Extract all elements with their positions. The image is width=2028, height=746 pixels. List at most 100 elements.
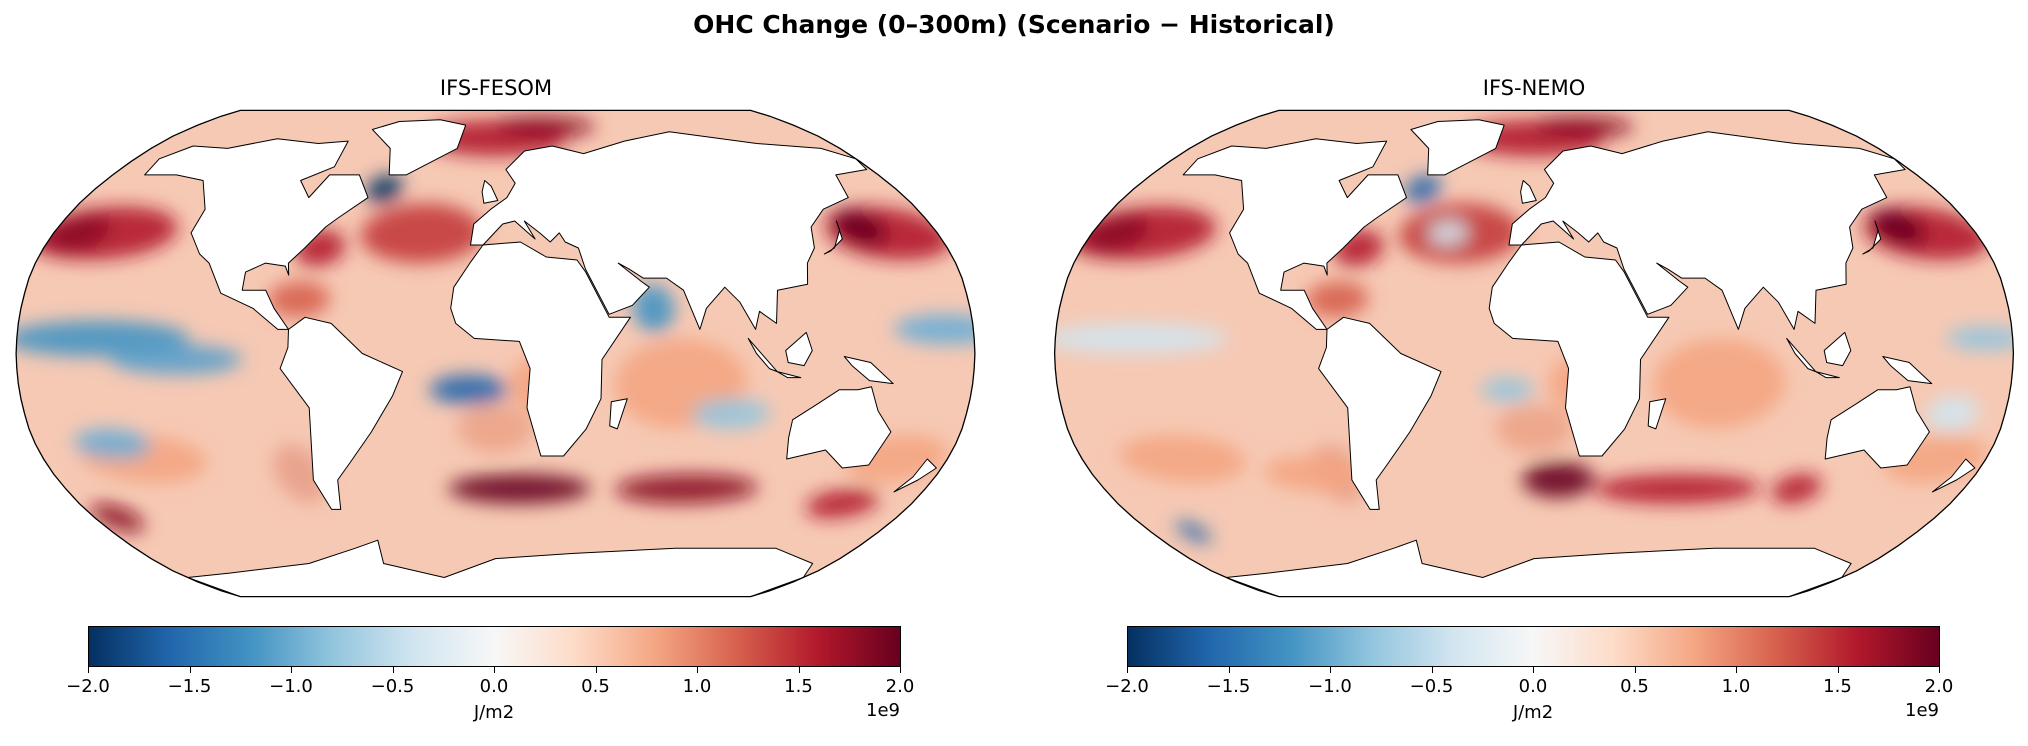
colorbar-offset-text: 1e9 [866, 700, 900, 721]
colorbar-gradient [1127, 626, 1940, 667]
colorbar-label: J/m2 [1512, 702, 1554, 723]
anomaly-region [109, 344, 243, 375]
coastline-nz [893, 458, 937, 493]
coastline-greenland [1410, 119, 1505, 176]
coastline-newguinea [843, 356, 894, 385]
colorbar-tick [1837, 667, 1839, 673]
coastline-antarctica [1225, 539, 1852, 597]
coastline-indonesia_java [1815, 371, 1840, 379]
coastline-japan [1862, 220, 1882, 255]
anomaly-region [805, 489, 879, 519]
coastline-sumatra [1786, 337, 1817, 373]
anomaly-region [456, 404, 535, 453]
anomaly-region [691, 398, 771, 429]
anomaly-region [1534, 116, 1634, 137]
colorbar-tick-label: −0.5 [370, 676, 415, 697]
anomaly-region [447, 474, 591, 504]
coastline-madagascar [609, 398, 628, 430]
anomaly-region [90, 503, 145, 533]
colorbar-tick [88, 667, 89, 673]
map-panel-fesom [15, 109, 976, 598]
coastline-madagascar [1647, 398, 1667, 430]
colorbar-tick-label: −2.0 [1105, 676, 1149, 697]
anomaly-region [1305, 281, 1369, 318]
anomaly-region [1054, 323, 1229, 354]
anomaly-region [1871, 209, 1926, 245]
colorbar-tick [1228, 667, 1230, 673]
anomaly-region [1118, 434, 1246, 483]
map-boundary [1053, 109, 2015, 598]
coastline-borneo [1823, 331, 1852, 367]
colorbar-tick-label: −1.5 [167, 676, 212, 697]
anomaly-region [495, 116, 596, 137]
anomaly-region [73, 428, 151, 459]
colorbar-tick-label: 1.5 [784, 676, 813, 697]
colorbar-tick-label: 2.0 [885, 676, 915, 697]
colorbar-tick [1736, 667, 1737, 673]
colorbar-tick [1533, 667, 1534, 673]
colorbar-tick-label: 0.0 [479, 676, 509, 697]
colorbar-tick [291, 667, 292, 673]
anomaly-region [1085, 215, 1149, 251]
panel-title-nemo: IFS-NEMO [1482, 76, 1586, 100]
anomaly-region [1428, 221, 1468, 245]
colorbar-tick-label: −0.5 [1409, 676, 1454, 697]
colorbar-tick [494, 667, 495, 673]
anomaly-region [614, 474, 759, 504]
colorbar-tick [697, 667, 698, 673]
colorbar-tick [189, 667, 191, 673]
anomaly-region [1946, 326, 2014, 351]
anomaly-region [360, 203, 484, 264]
coastline-newguinea [1882, 356, 1933, 385]
anomaly-region [429, 374, 509, 405]
coastline-samerica [1318, 316, 1442, 510]
anomaly-region [1481, 377, 1534, 402]
colorbar-tick [900, 667, 901, 673]
figure-title: OHC Change (0–300m) (Scenario − Historic… [693, 10, 1335, 39]
coastline-japan [823, 220, 843, 255]
colorbar-tick [1939, 667, 1940, 673]
colorbar-gradient [88, 626, 901, 667]
colorbar-offset-text: 1e9 [1905, 700, 1939, 721]
anomaly-region [46, 215, 111, 251]
panel-title-fesom: IFS-FESOM [439, 76, 553, 100]
anomaly-region [1495, 404, 1573, 453]
coastline-africa [450, 241, 631, 457]
colorbar-tick-label: 1.5 [1823, 676, 1852, 697]
map-panel-nemo [1053, 109, 2015, 598]
colorbar-tick [595, 667, 597, 673]
coastline-sumatra [747, 337, 778, 373]
colorbar-tick-label: 0.5 [581, 676, 610, 697]
coastline-uk [1520, 180, 1537, 204]
anomaly-region [1926, 395, 1979, 432]
colorbar-tick [1330, 667, 1331, 673]
colorbar-tick-label: 0.0 [1518, 676, 1548, 697]
coastline-africa [1488, 241, 1670, 457]
colorbar-tick [1127, 667, 1128, 673]
colorbar-tick [392, 667, 394, 673]
coastline-eurasia [1508, 131, 1906, 330]
anomaly-region [1653, 338, 1786, 429]
anomaly-region [1175, 520, 1212, 543]
map-boundary [15, 109, 976, 598]
anomaly-region [832, 209, 887, 245]
coastline-namerica [1182, 138, 1407, 330]
coastline-australia [1824, 386, 1930, 469]
colorbar-tick-label: 2.0 [1924, 676, 1954, 697]
anomaly-region [1521, 462, 1595, 498]
coastline-greenland [371, 119, 467, 176]
anomaly-region [1771, 474, 1822, 504]
colorbar-tick-label: 0.5 [1620, 676, 1649, 697]
coastline-australia [786, 386, 892, 469]
colorbar-tick-label: 1.0 [682, 676, 712, 697]
colorbar-tick [1431, 667, 1433, 673]
coastline-nz [1932, 458, 1976, 493]
coastline-namerica [144, 138, 369, 330]
colorbar-tick-label: 1.0 [1721, 676, 1751, 697]
coastline-antarctica [187, 539, 814, 597]
anomaly-region [267, 281, 331, 318]
colorbar-tick [798, 667, 800, 673]
colorbar-label: J/m2 [473, 702, 515, 723]
coastline-indonesia_java [776, 371, 802, 379]
